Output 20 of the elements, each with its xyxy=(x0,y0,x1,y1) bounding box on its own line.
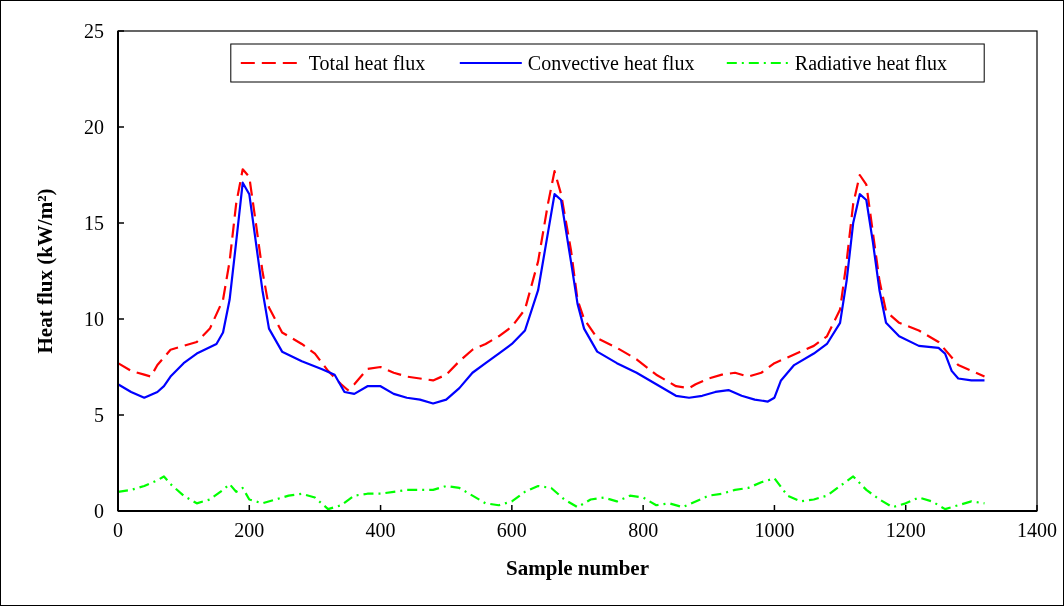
y-axis-title: Heat flux (kW/m²) xyxy=(33,188,57,354)
x-tick-label: 0 xyxy=(113,519,123,541)
x-tick-label: 600 xyxy=(496,519,527,541)
y-tick-label: 10 xyxy=(84,308,104,330)
x-tick-label: 1000 xyxy=(754,519,795,541)
legend-label: Total heat flux xyxy=(308,52,426,74)
legend-label: Convective heat flux xyxy=(527,52,695,74)
x-axis-title: Sample number xyxy=(506,556,649,580)
x-tick-label: 1400 xyxy=(1017,519,1057,541)
y-tick-label: 5 xyxy=(94,404,104,426)
y-tick-label: 15 xyxy=(84,212,104,234)
x-tick-label: 200 xyxy=(234,519,265,541)
x-tick-label: 400 xyxy=(365,519,396,541)
x-tick-label: 1200 xyxy=(885,519,926,541)
y-tick-label: 25 xyxy=(84,20,104,42)
x-tick-label: 800 xyxy=(628,519,659,541)
y-tick-label: 0 xyxy=(94,500,104,522)
line-series xyxy=(116,475,986,511)
y-tick-label: 20 xyxy=(84,116,104,138)
legend-label: Radiative heat flux xyxy=(794,52,947,74)
